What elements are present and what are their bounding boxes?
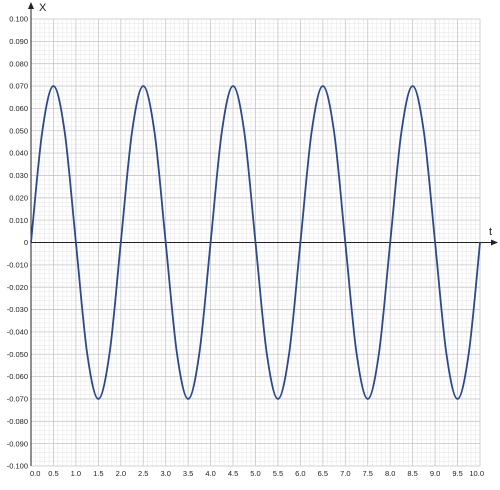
x-tick-label: 0.5 [48, 469, 58, 478]
y-tick-label: -0.010 [7, 260, 28, 269]
y-tick-label: 0.100 [9, 15, 28, 24]
x-tick-label: 0.0 [30, 469, 40, 478]
y-tick-label: -0.090 [7, 439, 28, 448]
y-tick-label: 0.050 [9, 126, 28, 135]
x-tick-label: 9.5 [452, 469, 462, 478]
y-tick-label: -0.020 [7, 283, 28, 292]
y-tick-label: -0.060 [7, 372, 28, 381]
y-tick-label: 0 [24, 238, 28, 247]
y-axis-label: X [39, 2, 47, 14]
y-tick-label: 0.060 [9, 104, 28, 113]
x-tick-label: 7.0 [340, 469, 350, 478]
y-tick-label: -0.030 [7, 305, 28, 314]
y-tick-label: -0.100 [7, 462, 28, 471]
x-tick-label: 2.0 [116, 469, 126, 478]
series-layer [30, 85, 481, 400]
tick-labels: 0.0 0.5 1.0 1.5 2.0 2.5 3.0 3.5 4.0 4.5 5.0 5.5 6.0 6… [7, 15, 484, 478]
y-tick-label: -0.070 [7, 395, 28, 404]
x-tick-label: 1.5 [93, 469, 103, 478]
x-tick-label: 6.0 [295, 469, 305, 478]
x-tick-label: 3.5 [183, 469, 193, 478]
y-tick-label: 0.040 [9, 149, 28, 158]
y-tick-label: 0.090 [9, 37, 28, 46]
y-tick-label: -0.050 [7, 350, 28, 359]
x-tick-label: 10.0 [469, 469, 484, 478]
y-tick-label: -0.040 [7, 328, 28, 337]
y-axis-arrow [28, 2, 34, 9]
x-tick-label: 4.5 [228, 469, 238, 478]
x-tick-label: 5.0 [250, 469, 260, 478]
x-tick-label: 1.0 [71, 469, 81, 478]
y-tick-label: -0.080 [7, 417, 28, 426]
x-tick-label: 4.0 [205, 469, 215, 478]
x-tick-label: 8.0 [385, 469, 395, 478]
x-tick-label: 7.5 [363, 469, 373, 478]
y-tick-label: 0.080 [9, 59, 28, 68]
x-tick-label: 9.0 [430, 469, 440, 478]
x-axis-arrow [491, 239, 498, 246]
x-tick-label: 2.5 [138, 469, 148, 478]
y-tick-label: 0.030 [9, 171, 28, 180]
y-tick-label: 0.020 [9, 193, 28, 202]
x-axis-label: t [489, 226, 492, 238]
x-tick-label: 3.0 [160, 469, 170, 478]
x-tick-label: 5.5 [273, 469, 283, 478]
series-line [30, 85, 481, 400]
x-tick-label: 6.5 [318, 469, 328, 478]
y-tick-label: 0.010 [9, 216, 28, 225]
x-tick-label: 8.5 [407, 469, 417, 478]
y-tick-label: 0.070 [9, 82, 28, 91]
